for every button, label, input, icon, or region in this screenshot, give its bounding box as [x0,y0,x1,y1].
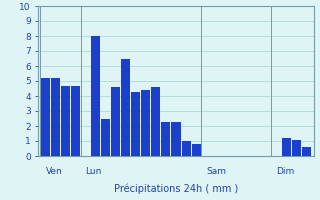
Bar [172,121,180,156]
Bar [192,144,201,156]
Bar [131,92,140,156]
Text: Sam: Sam [206,167,226,176]
Text: Lun: Lun [86,167,102,176]
Bar [282,138,291,156]
Bar [91,36,100,156]
Bar [71,86,80,156]
Text: Ven: Ven [45,167,62,176]
Bar [161,121,171,156]
Bar [41,78,50,156]
Bar [292,140,301,156]
Bar [101,118,110,156]
Bar [111,87,120,156]
Bar [302,147,311,156]
Text: Précipitations 24h ( mm ): Précipitations 24h ( mm ) [114,184,238,194]
Bar [61,86,70,156]
Bar [181,141,191,156]
Bar [151,87,160,156]
Text: Dim: Dim [276,167,295,176]
Bar [121,58,130,156]
Bar [51,78,60,156]
Bar [141,90,150,156]
